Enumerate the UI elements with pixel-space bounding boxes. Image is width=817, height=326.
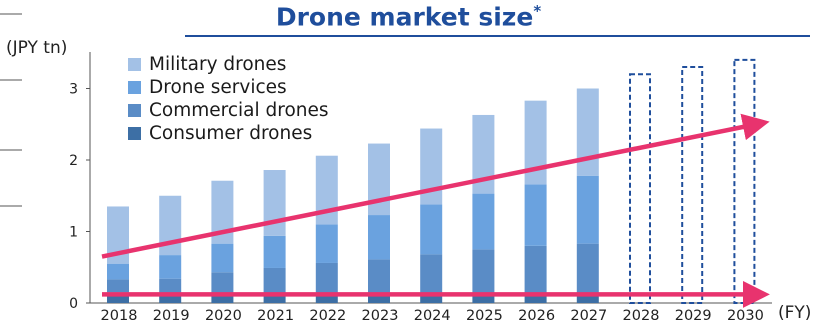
bar-segment <box>211 243 234 273</box>
x-tick-label: 2030 <box>727 308 764 324</box>
bar-segment <box>368 259 390 296</box>
bar-segment <box>524 245 547 296</box>
x-tick-label: 2021 <box>257 308 294 324</box>
bar-segment <box>576 88 599 176</box>
bar-segment <box>472 193 495 250</box>
bar-segment <box>420 295 443 303</box>
legend-label: Commercial drones <box>149 100 329 121</box>
bar-segment <box>315 262 338 295</box>
bar-segment <box>472 295 495 303</box>
bar-segment <box>524 184 547 246</box>
bar-segment <box>420 254 443 296</box>
x-tick-label: 2019 <box>153 308 190 324</box>
y-tick-label: 2 <box>69 153 78 169</box>
legend-item: Commercial drones <box>128 99 329 122</box>
chart-title: Drone market size* <box>0 2 817 31</box>
forecast-placeholder <box>629 73 651 304</box>
bar-segment <box>211 293 234 303</box>
bar-segment <box>472 249 495 296</box>
y-tick-label: 3 <box>69 82 78 98</box>
legend-label: Military drones <box>149 54 287 75</box>
bar-segment <box>315 294 338 303</box>
x-tick-label: 2024 <box>414 308 451 324</box>
x-tick-label: 2026 <box>518 308 555 324</box>
legend-label: Consumer drones <box>149 123 313 144</box>
bar-segment <box>263 170 286 236</box>
bar-segment <box>368 215 390 260</box>
bar-segment <box>107 292 129 303</box>
legend-swatch <box>128 58 141 71</box>
legend-swatch <box>128 127 141 140</box>
legend-item: Drone services <box>128 76 329 99</box>
x-tick-label: 2029 <box>675 308 712 324</box>
x-tick-label: 2018 <box>101 308 138 324</box>
y-tick-label: 0 <box>69 296 78 312</box>
growth-trend-arrow <box>101 113 770 259</box>
legend-swatch <box>128 104 141 117</box>
bar-segment <box>368 295 390 303</box>
bar-segment <box>263 294 286 303</box>
bar-segment <box>576 243 599 296</box>
bar-segment <box>420 204 443 255</box>
bar-segment <box>576 175 599 244</box>
bar-segment <box>107 263 129 280</box>
bar-segment <box>263 267 286 295</box>
x-tick-label: 2028 <box>623 308 660 324</box>
y-tick-label: 1 <box>69 225 78 241</box>
bar-segment <box>420 128 443 205</box>
bar-segment <box>524 295 547 303</box>
y-axis-unit-label: (JPY tn) <box>6 38 68 58</box>
bar-segment <box>315 224 338 263</box>
bar-segment <box>315 155 338 225</box>
bar-segment <box>472 114 495 194</box>
bar-segment <box>576 295 599 303</box>
title-footnote-mark: * <box>533 2 542 20</box>
bar-segment <box>107 279 129 293</box>
legend: Military drones Drone services Commercial … <box>128 53 329 145</box>
legend-swatch <box>128 81 141 94</box>
x-tick-label: 2020 <box>205 308 242 324</box>
bar-segment <box>524 100 547 185</box>
bar-segment <box>211 180 234 244</box>
chart-title-text: Drone market size <box>275 2 534 32</box>
x-tick-label: 2023 <box>362 308 399 324</box>
bar-segment <box>211 272 234 294</box>
x-tick-label: 2027 <box>570 308 607 324</box>
bar-segment <box>159 278 182 293</box>
forecast-placeholder <box>733 58 756 305</box>
legend-item: Military drones <box>128 53 329 76</box>
bar-segment <box>159 292 182 303</box>
bar-segment <box>159 255 182 279</box>
legend-label: Drone services <box>149 77 287 98</box>
legend-item: Consumer drones <box>128 122 329 145</box>
x-axis-unit-label: (FY) <box>778 303 812 323</box>
x-tick-label: 2025 <box>466 308 503 324</box>
x-tick-label: 2022 <box>309 308 346 324</box>
bar-segment <box>107 206 129 264</box>
forecast-placeholder <box>681 66 704 304</box>
bar-segment <box>263 235 286 268</box>
